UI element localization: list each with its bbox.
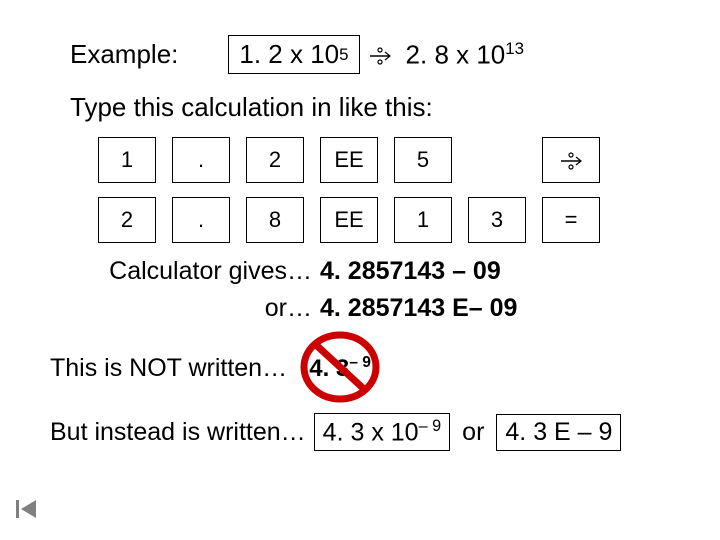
key-cell: 1 xyxy=(98,137,156,183)
key-cell: 5 xyxy=(394,137,452,183)
dividend-text: 1. 2 x 10 xyxy=(239,39,339,70)
example-header: Example: 1. 2 x 105 2. 8 x 1013 xyxy=(70,35,670,74)
key-cell: EE xyxy=(320,197,378,243)
keypad-row-1: 1 . 2 EE 5 xyxy=(98,137,670,183)
result-line-2: or… 4. 2857143 E– 09 xyxy=(70,294,670,323)
result-line-1: Calculator gives… 4. 2857143 – 09 xyxy=(70,257,670,286)
keypad-row-2: 2 . 8 EE 1 3 = xyxy=(98,197,670,243)
divide-icon xyxy=(557,147,585,173)
key-cell: 8 xyxy=(246,197,304,243)
key-cell: . xyxy=(172,137,230,183)
or-label: or xyxy=(462,418,484,447)
correct-lead: But instead is written… xyxy=(50,418,314,447)
divisor-text: 2. 8 x 1013 xyxy=(406,39,525,71)
result-value: 4. 2857143 – 09 xyxy=(320,257,501,286)
dividend-box: 1. 2 x 105 xyxy=(228,35,359,74)
result-lead: or… xyxy=(70,294,320,323)
wrong-line: This is NOT written… 4. 3– 9 xyxy=(50,333,670,403)
key-cell: . xyxy=(172,197,230,243)
instruction-text: Type this calculation in like this: xyxy=(70,92,670,123)
wrong-lead: This is NOT written… xyxy=(50,354,295,383)
key-cell: EE xyxy=(320,137,378,183)
key-cell: = xyxy=(542,197,600,243)
prohibit-icon: 4. 3– 9 xyxy=(295,333,385,403)
correct-box-1: 4. 3 x 10– 9 xyxy=(314,413,451,451)
result-lead: Calculator gives… xyxy=(70,257,320,286)
divisor-exp: 13 xyxy=(505,39,524,58)
divide-icon xyxy=(366,39,394,70)
result-value: 4. 2857143 E– 09 xyxy=(320,294,517,323)
key-spacer xyxy=(468,137,526,183)
key-cell: 2 xyxy=(98,197,156,243)
key-cell: 1 xyxy=(394,197,452,243)
key-divide xyxy=(542,137,600,183)
key-cell: 2 xyxy=(246,137,304,183)
correct-line: But instead is written… 4. 3 x 10– 9 or … xyxy=(50,413,670,451)
correct-box-2: 4. 3 E – 9 xyxy=(496,414,621,451)
dividend-exp: 5 xyxy=(339,45,348,65)
skip-back-icon[interactable] xyxy=(16,500,38,518)
example-label: Example: xyxy=(70,39,178,70)
key-cell: 3 xyxy=(468,197,526,243)
